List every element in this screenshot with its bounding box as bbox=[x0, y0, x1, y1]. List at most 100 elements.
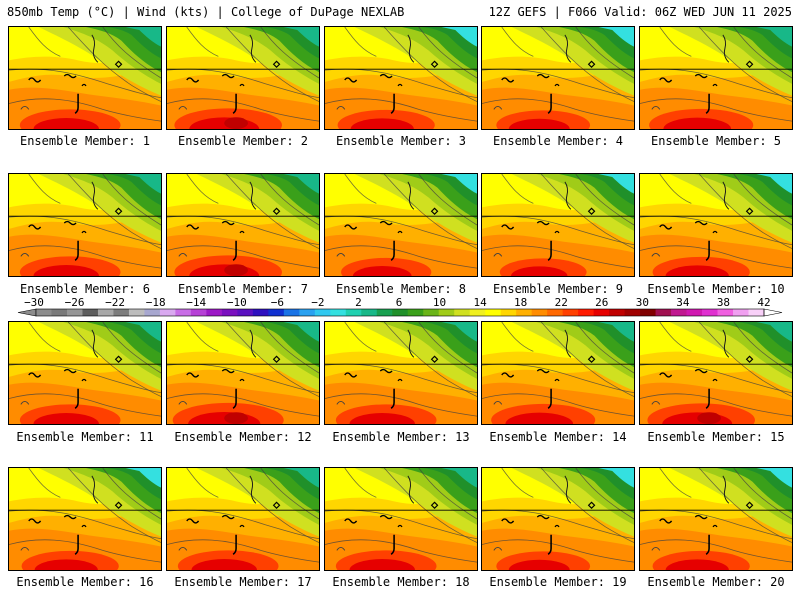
ensemble-member-map bbox=[324, 321, 478, 425]
colorbar-swatch bbox=[314, 309, 331, 316]
ensemble-member-map bbox=[481, 321, 635, 425]
ensemble-member-map bbox=[639, 173, 793, 277]
ensemble-member-map bbox=[8, 173, 162, 277]
colorbar-tick-label: −14 bbox=[186, 296, 206, 309]
colorbar-tick-label: −30 bbox=[24, 296, 44, 309]
colorbar-swatch bbox=[423, 309, 440, 316]
colorbar-swatch bbox=[361, 309, 378, 316]
colorbar-swatch bbox=[221, 309, 238, 316]
ensemble-member-label: Ensemble Member: 3 bbox=[335, 134, 467, 148]
colorbar-swatch bbox=[454, 309, 471, 316]
ensemble-member-map bbox=[639, 467, 793, 571]
colorbar-swatch bbox=[702, 309, 718, 316]
ensemble-member-label: Ensemble Member: 9 bbox=[492, 282, 624, 296]
ensemble-member-label: Ensemble Member: 19 bbox=[489, 575, 627, 589]
colorbar-swatch bbox=[485, 309, 502, 316]
colorbar-swatch bbox=[516, 309, 533, 316]
colorbar-swatch bbox=[252, 309, 269, 316]
ensemble-member-label: Ensemble Member: 12 bbox=[174, 430, 312, 444]
ensemble-member-map bbox=[639, 321, 793, 425]
colorbar-swatch bbox=[97, 309, 114, 316]
ensemble-member-map bbox=[481, 173, 635, 277]
temperature-colorbar: −30 −26 −22 −18 −14 −10 −6 −2 2 6 10 14 18 22 26 30 34 38… bbox=[17, 296, 783, 317]
colorbar-tick-label: 10 bbox=[433, 296, 446, 309]
colorbar-tick-label: 38 bbox=[717, 296, 730, 309]
ensemble-member-label: Ensemble Member: 14 bbox=[489, 430, 627, 444]
colorbar-swatch bbox=[438, 309, 455, 316]
ensemble-member-map bbox=[639, 26, 793, 130]
colorbar-swatch bbox=[206, 309, 223, 316]
ensemble-member-map bbox=[324, 467, 478, 571]
colorbar-swatch bbox=[128, 309, 145, 316]
ensemble-member-label: Ensemble Member: 10 bbox=[647, 282, 785, 296]
colorbar-swatch bbox=[609, 309, 625, 316]
colorbar-swatch bbox=[51, 309, 68, 316]
colorbar-tick-label: −2 bbox=[311, 296, 324, 309]
ensemble-member-label: Ensemble Member: 6 bbox=[19, 282, 151, 296]
colorbar-tick-label: 22 bbox=[555, 296, 568, 309]
colorbar-swatch bbox=[562, 309, 579, 316]
colorbar-tick-label: −22 bbox=[105, 296, 125, 309]
colorbar-swatch bbox=[66, 309, 83, 316]
colorbar-swatch bbox=[624, 309, 641, 316]
ensemble-member-label: Ensemble Member: 16 bbox=[16, 575, 154, 589]
colorbar-swatch bbox=[671, 309, 687, 316]
ensemble-member-label: Ensemble Member: 1 bbox=[19, 134, 151, 148]
colorbar-tick-label: −10 bbox=[227, 296, 247, 309]
colorbar-tick-label: −26 bbox=[65, 296, 85, 309]
colorbar-swatch bbox=[578, 309, 595, 316]
colorbar-swatch bbox=[748, 309, 765, 316]
colorbar-tick-label: 42 bbox=[757, 296, 770, 309]
colorbar-swatch bbox=[345, 309, 362, 316]
colorbar-swatch bbox=[175, 309, 192, 316]
ensemble-member-label: Ensemble Member: 7 bbox=[177, 282, 309, 296]
colorbar-swatch bbox=[268, 309, 285, 316]
ensemble-member-label: Ensemble Member: 8 bbox=[335, 282, 467, 296]
colorbar-tick-label: 26 bbox=[595, 296, 608, 309]
ensemble-member-map bbox=[481, 467, 635, 571]
colorbar-swatch bbox=[299, 309, 316, 316]
ensemble-member-label: Ensemble Member: 15 bbox=[647, 430, 785, 444]
colorbar-tick-label: 18 bbox=[514, 296, 527, 309]
colorbar-swatch bbox=[392, 309, 409, 316]
ensemble-member-label: Ensemble Member: 11 bbox=[16, 430, 154, 444]
colorbar-swatch bbox=[190, 309, 207, 316]
colorbar-swatch bbox=[330, 309, 347, 316]
ensemble-member-map bbox=[8, 321, 162, 425]
colorbar-tick-label: 2 bbox=[355, 296, 362, 309]
colorbar-swatch bbox=[531, 309, 548, 316]
run-info: 12Z GEFS | F066 Valid: 06Z WED JUN 11 20… bbox=[488, 5, 792, 19]
ensemble-member-map bbox=[324, 26, 478, 130]
ensemble-member-map bbox=[166, 173, 320, 277]
ensemble-member-map bbox=[8, 26, 162, 130]
colorbar-tick-label: −18 bbox=[146, 296, 166, 309]
ensemble-member-label: Ensemble Member: 17 bbox=[174, 575, 312, 589]
ensemble-member-label: Ensemble Member: 5 bbox=[650, 134, 782, 148]
colorbar-swatch bbox=[547, 309, 564, 316]
ensemble-member-map bbox=[8, 467, 162, 571]
colorbar-swatch bbox=[283, 309, 300, 316]
colorbar-tick-label: 14 bbox=[473, 296, 487, 309]
colorbar-swatch bbox=[144, 309, 161, 316]
colorbar-swatch bbox=[640, 309, 656, 316]
ensemble-member-map bbox=[324, 173, 478, 277]
colorbar-tick-label: 6 bbox=[396, 296, 403, 309]
ensemble-member-label: Ensemble Member: 18 bbox=[332, 575, 470, 589]
colorbar-swatch bbox=[407, 309, 424, 316]
colorbar-swatch bbox=[593, 309, 610, 316]
colorbar-swatch bbox=[500, 309, 517, 316]
colorbar-swatch bbox=[686, 309, 703, 316]
colorbar-tick-label: 30 bbox=[636, 296, 649, 309]
chart-title: 850mb Temp (°C) | Wind (kts) | College o… bbox=[7, 5, 405, 19]
colorbar-swatch bbox=[36, 309, 52, 316]
ensemble-member-map bbox=[481, 26, 635, 130]
ensemble-member-label: Ensemble Member: 2 bbox=[177, 134, 309, 148]
ensemble-member-label: Ensemble Member: 20 bbox=[647, 575, 785, 589]
ensemble-member-label: Ensemble Member: 13 bbox=[332, 430, 470, 444]
ensemble-member-map bbox=[166, 26, 320, 130]
colorbar-swatch bbox=[733, 309, 749, 316]
colorbar-tick-label: −6 bbox=[271, 296, 284, 309]
colorbar-swatch bbox=[159, 309, 176, 316]
colorbar-tick-label: 34 bbox=[676, 296, 690, 309]
